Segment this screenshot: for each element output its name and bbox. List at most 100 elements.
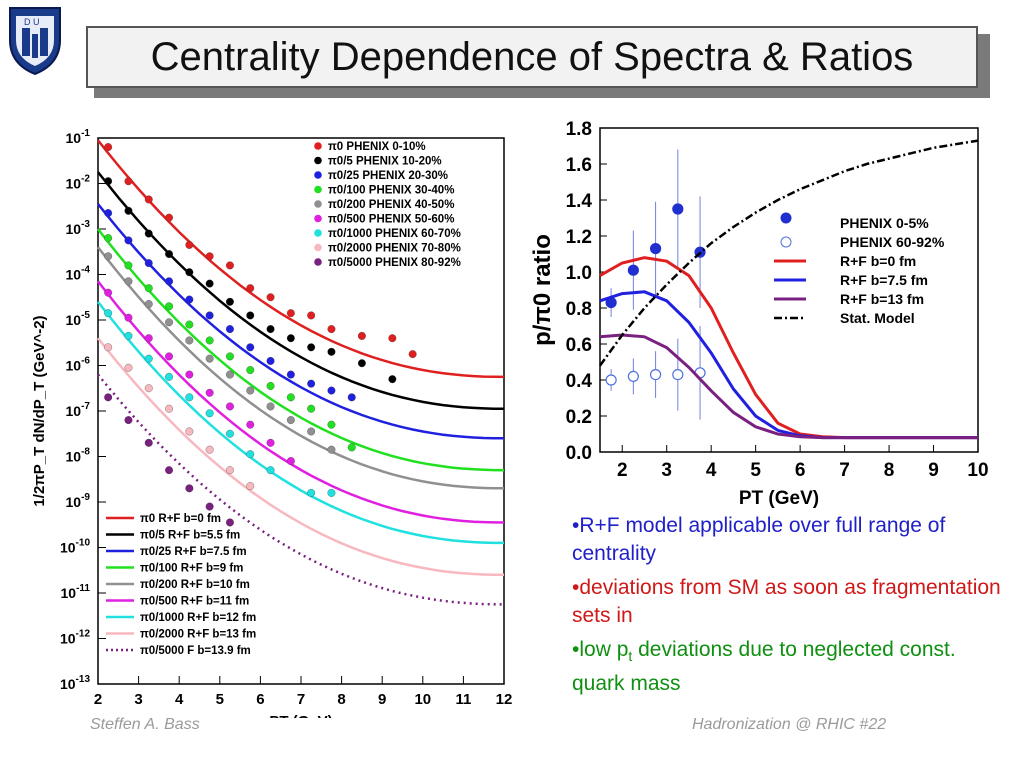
legend-marker [780,236,792,248]
data-point [246,482,255,491]
legend-label: PHENIX 0-5% [840,215,929,231]
x-tick-label: 7 [839,460,850,481]
data-point [286,416,295,425]
model-curve [599,333,978,440]
data-point [266,466,275,475]
data-point [124,363,133,372]
data-point [225,352,234,361]
data-point [205,388,214,397]
data-point [104,288,113,297]
data-point [649,243,662,255]
data-point [266,293,275,302]
data-point [307,311,316,320]
data-point [649,369,662,381]
logo-text: D U [24,17,40,27]
data-point [185,320,194,329]
legend-marker [314,171,322,179]
model-curve [97,337,505,577]
legend-label: π0/100 R+F b=9 fm [140,563,243,575]
y-tick-label: 0.2 [566,407,592,428]
legend-label: π0/25 PHENIX 20-30% [328,170,448,182]
data-point [225,370,234,379]
data-point [246,311,255,320]
title-box: Centrality Dependence of Spectra & Ratio… [86,26,978,88]
data-point [388,334,397,343]
model-curve [97,228,505,472]
x-tick-label: 8 [337,691,345,708]
y-tick-label: 10-8 [66,447,91,465]
plot-frame [97,137,505,685]
y-tick-label: 0.4 [566,371,593,392]
data-point [144,438,153,447]
data-point [205,409,214,418]
data-point [104,252,113,261]
y-tick-label: 1.6 [566,155,592,176]
data-point [185,393,194,402]
plot-frame [599,127,979,453]
legend-label: π0/2000 PHENIX 70-80% [328,243,461,255]
data-point [286,334,295,343]
y-axis-label: 1/2πP_T dN/dP_T (GeV^-2) [31,315,48,506]
legend-label: π0/1000 PHENIX 60-70% [328,228,461,240]
model-curve [97,246,504,490]
data-point [124,331,133,340]
data-point [165,466,173,475]
data-point [104,343,113,352]
legend-label: R+F b=0 fm [840,253,916,269]
data-point [205,445,214,454]
data-point [144,284,153,293]
legend-label: R+F b=13 fm [840,291,924,307]
data-point [165,302,173,311]
x-tick-label: 3 [134,691,142,708]
legend-marker [780,212,792,224]
spectra-chart: 2 3 4 5 6 7 8 9 10 11 12 10-1 10-2 10-3 10-4 10-5 10-6 10… [28,118,520,730]
data-point [307,488,316,497]
bullet-low-pt-sub: t [628,648,633,665]
data-point [104,143,113,152]
x-tick-label: 7 [297,691,305,708]
data-point [266,325,275,334]
y-tick-label: 1.4 [566,191,593,212]
x-tick-label: 5 [750,460,761,481]
legend-label: PHENIX 60-92% [840,234,945,250]
legend-label: π0/5000 F b=13.9 fm [140,645,251,657]
x-tick-label: 8 [884,460,895,481]
data-point [266,438,275,447]
data-point [165,277,173,286]
data-point [165,352,173,361]
data-point [144,229,153,238]
y-tick-label: 10-12 [60,629,90,647]
data-point [225,402,234,411]
legend-label: π0/25 R+F b=7.5 fm [140,546,247,558]
data-point [627,264,639,276]
data-point [205,354,214,363]
data-point [672,369,684,381]
data-point [205,311,214,320]
y-tick-label: 10-4 [66,265,91,283]
x-axis-label: PT (GeV) [739,488,819,509]
data-point [185,240,194,249]
data-point [246,366,255,374]
data-point [286,370,295,379]
data-point [124,261,133,270]
data-point [124,416,133,425]
x-tick-label: 10 [967,460,988,481]
footer-author: Steffen A. Bass [90,716,200,733]
data-point [144,334,153,343]
x-tick-label: 4 [706,460,717,481]
legend-label: π0 R+F b=0 fm [140,513,221,525]
data-point [124,236,133,245]
data-point [165,213,173,222]
model-curve [97,280,505,524]
data-point [307,427,316,436]
data-point [124,313,133,322]
model-curve [97,301,504,545]
data-point [165,318,173,327]
data-point [104,234,113,243]
data-point [124,206,133,215]
model-curve [97,171,504,410]
data-point [327,347,336,356]
model-curve [598,139,979,367]
data-point [124,177,133,186]
data-point [327,420,336,429]
